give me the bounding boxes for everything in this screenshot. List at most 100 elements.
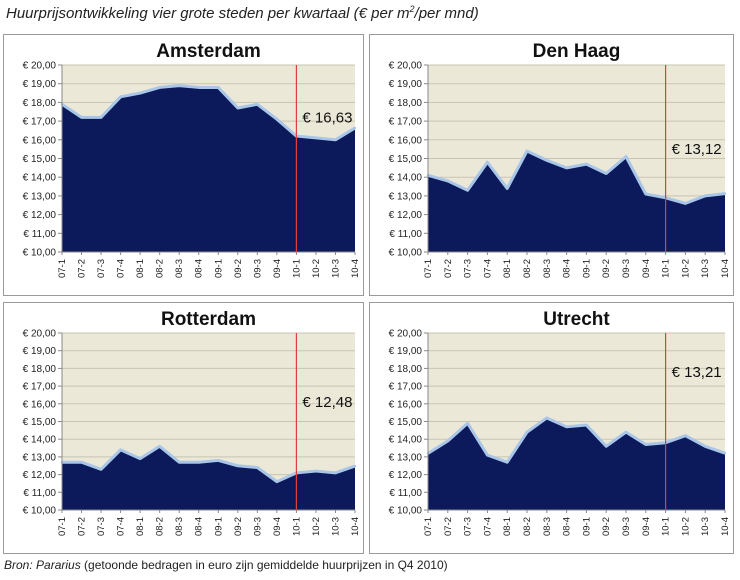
chart-title: Rotterdam [161, 309, 256, 330]
area-series [62, 85, 355, 252]
x-tick-label: 09-1 [213, 517, 224, 536]
area-series [62, 446, 355, 510]
chart-amsterdam: Amsterdam € 10,00 € 11,00 € 12,00 € 13,00 € 1… [23, 41, 361, 278]
x-tick-label: 07-3 [96, 517, 107, 536]
y-tick-label: € 17,00 [23, 382, 57, 393]
y-tick-label: € 19,00 [23, 346, 57, 357]
y-tick-label: € 10,00 [389, 506, 423, 517]
x-tick-label: 10-3 [330, 517, 341, 536]
y-tick-label: € 12,00 [389, 210, 423, 221]
x-tick-label: 10-4 [350, 517, 361, 536]
x-tick-label: 09-2 [601, 517, 612, 536]
y-tick-label: € 13,00 [389, 191, 423, 202]
x-tick-label: 10-4 [350, 259, 361, 278]
data-point-10-3 [704, 445, 707, 448]
y-tick-label: € 20,00 [23, 61, 57, 72]
data-point-07-2 [446, 179, 449, 183]
y-tick-label: € 20,00 [389, 61, 423, 72]
x-tick-label: 10-1 [661, 517, 672, 536]
chart-den-haag: Den Haag € 10,00 € 11,00 € 12,00 € 13,00 € 14… [389, 41, 731, 278]
y-tick-label: € 10,00 [389, 248, 423, 259]
y-tick-label: € 17,00 [389, 117, 423, 128]
x-tick-label: 07-2 [77, 517, 88, 536]
data-point-09-2 [605, 445, 608, 448]
x-tick-label: 09-1 [581, 517, 592, 536]
x-tick-label: 10-2 [680, 259, 691, 278]
y-tick-label: € 14,00 [389, 435, 423, 446]
data-point-07-4 [486, 453, 489, 457]
x-tick-label: 08-2 [522, 517, 533, 536]
data-point-07-4 [486, 161, 489, 164]
y-tick-label: € 11,00 [389, 488, 422, 499]
x-tick-label: 09-4 [272, 259, 283, 278]
data-point-08-2 [158, 445, 161, 448]
page-title-text: Huurprijsontwikkeling vier grote steden … [6, 5, 410, 22]
data-point-09-2 [236, 106, 239, 110]
area-series [428, 151, 725, 252]
footnote-source: Bron: Pararius [4, 558, 81, 572]
annotation-label: € 16,63 [302, 109, 352, 126]
x-tick-label: 10-2 [311, 259, 322, 278]
data-point-10-4 [353, 126, 357, 130]
x-tick-label: 07-4 [116, 259, 127, 278]
footnote: Bron: Pararius (getoonde bedragen in eur… [4, 558, 448, 572]
data-point-07-3 [466, 422, 469, 425]
data-point-08-3 [178, 84, 181, 87]
y-tick-label: € 18,00 [23, 364, 57, 375]
x-tick-label: 07-1 [57, 259, 68, 278]
x-tick-label: 09-3 [252, 517, 263, 536]
x-tick-label: 10-1 [291, 517, 302, 536]
x-tick-label: 08-3 [174, 517, 185, 536]
data-point-10-2 [684, 202, 687, 205]
x-tick-label: 07-3 [96, 259, 107, 278]
x-tick-label: 07-4 [482, 517, 493, 536]
x-tick-label: 09-4 [641, 259, 652, 278]
y-tick-label: € 15,00 [23, 154, 57, 165]
data-point-08-4 [565, 425, 568, 429]
data-point-08-4 [197, 461, 200, 464]
y-tick-label: € 13,00 [23, 191, 57, 202]
series-outline [427, 416, 726, 464]
chart-title: Den Haag [533, 41, 621, 62]
x-tick-label: 09-2 [233, 517, 244, 536]
data-point-09-3 [256, 466, 259, 469]
y-tick-label: € 20,00 [389, 329, 423, 340]
y-tick-label: € 14,00 [389, 173, 423, 184]
x-tick-label: 10-1 [661, 259, 672, 278]
data-point-07-2 [446, 439, 449, 443]
data-point-10-3 [334, 471, 337, 475]
y-tick-label: € 15,00 [389, 417, 423, 428]
y-tick-label: € 18,00 [23, 98, 57, 109]
page-title-superscript: 2 [409, 4, 415, 14]
chart-panel-utrecht: Utrecht € 10,00 € 11,00 € 12,00 € 13,00 € 14,… [369, 302, 734, 554]
data-point-07-4 [119, 95, 122, 98]
x-tick-label: 10-3 [330, 259, 341, 278]
data-point-10-3 [334, 138, 337, 141]
data-point-07-3 [99, 116, 103, 119]
data-point-10-2 [684, 434, 687, 437]
y-tick-label: € 16,00 [23, 399, 57, 410]
x-tick-label: 10-2 [680, 517, 691, 536]
x-tick-label: 08-3 [542, 259, 553, 278]
chart-title: Utrecht [543, 309, 610, 330]
x-tick-label: 10-3 [700, 259, 711, 278]
x-tick-label: 07-1 [423, 259, 434, 278]
x-tick-label: 09-3 [621, 259, 632, 278]
x-tick-label: 08-3 [174, 259, 185, 278]
data-point-08-1 [138, 91, 142, 95]
data-point-08-4 [565, 166, 568, 170]
y-tick-label: € 12,00 [23, 470, 57, 481]
data-point-09-4 [644, 443, 647, 446]
series-outline [62, 444, 356, 484]
data-point-10-4 [723, 192, 727, 195]
data-point-09-4 [275, 480, 279, 483]
x-tick-label: 08-4 [194, 259, 205, 278]
data-point-09-1 [217, 459, 220, 462]
y-tick-label: € 11,00 [23, 488, 56, 499]
data-point-09-1 [585, 423, 588, 427]
x-tick-label: 10-4 [720, 259, 731, 278]
area-series [428, 417, 725, 510]
annotation-label: € 13,21 [672, 364, 722, 381]
x-tick-label: 07-1 [57, 517, 68, 536]
data-point-08-3 [178, 461, 181, 464]
